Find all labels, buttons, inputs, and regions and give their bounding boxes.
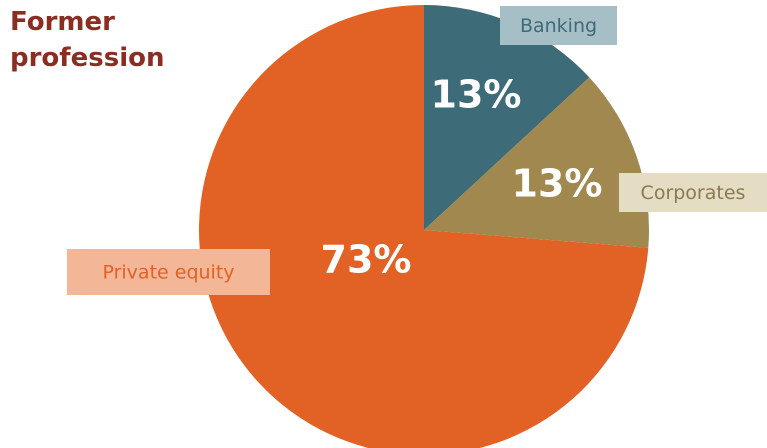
- category-label-box: [67, 249, 270, 295]
- category-label-box: [619, 173, 767, 212]
- value-label: 73%: [321, 238, 412, 282]
- pie-slice: [199, 5, 649, 448]
- category-label-box: [500, 6, 617, 45]
- chart-title: Former profession: [10, 7, 165, 73]
- value-label: 13%: [512, 162, 603, 206]
- category-label: Private equity: [102, 262, 234, 284]
- pie-slice: [424, 77, 649, 248]
- pie-slice: [424, 5, 590, 230]
- category-label: Banking: [520, 15, 597, 37]
- value-label: 13%: [431, 73, 522, 117]
- category-label: Corporates: [641, 182, 746, 204]
